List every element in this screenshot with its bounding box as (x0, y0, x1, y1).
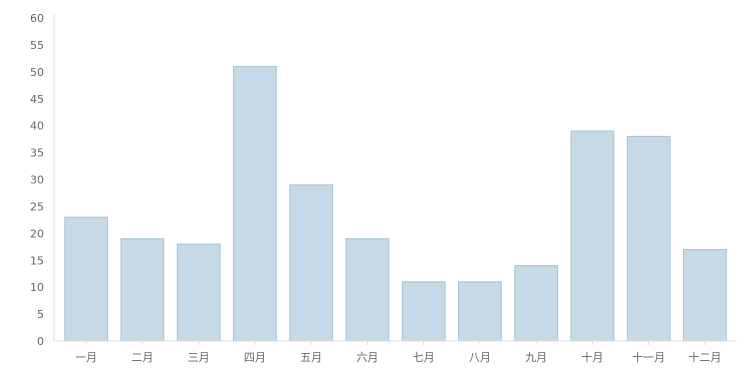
bar (289, 184, 334, 342)
y-tick-label: 40 (30, 120, 44, 133)
x-tick-label: 六月 (356, 351, 378, 364)
y-tick-label: 35 (30, 147, 44, 160)
x-tick-label: 三月 (188, 351, 210, 364)
x-tick-label: 二月 (131, 351, 153, 364)
bar (176, 243, 221, 342)
x-tick-label: 九月 (525, 351, 547, 364)
x-axis: 一月 二月 三月 四月 五月 六月 七月 八月 九月 十月 十一月 十二月 (54, 340, 737, 364)
y-tick-label: 25 (30, 200, 44, 213)
y-tick-label: 0 (37, 335, 44, 348)
x-tick-label: 十一月 (632, 350, 665, 364)
x-tick-label: 五月 (300, 351, 322, 364)
x-tick-label: 十二月 (688, 350, 721, 364)
bar (401, 281, 446, 342)
y-tick-label: 45 (30, 93, 44, 106)
bar (233, 65, 277, 342)
y-tick-label: 5 (37, 308, 44, 321)
bar (64, 216, 109, 342)
x-tick-label: 十月 (581, 350, 603, 364)
x-tick-label: 四月 (244, 351, 266, 364)
y-tick-label: 30 (30, 174, 44, 187)
x-tick-label: 一月 (75, 351, 97, 364)
x-tick-label: 八月 (469, 351, 491, 364)
y-tick-label: 10 (30, 281, 44, 294)
bar (514, 265, 559, 342)
bar (458, 281, 502, 342)
bar (345, 238, 390, 342)
bar (570, 130, 615, 342)
bar (120, 238, 165, 342)
bar (626, 135, 671, 342)
y-tick-label: 55 (30, 39, 44, 52)
x-tick-label: 七月 (413, 351, 435, 364)
y-tick-label: 20 (30, 227, 44, 240)
y-tick-label: 15 (30, 254, 44, 267)
y-axis: 0 5 10 15 20 25 30 35 40 45 50 55 60 (30, 12, 55, 348)
y-tick-label: 60 (30, 12, 44, 25)
y-tick-label: 50 (30, 66, 44, 79)
bars (64, 65, 727, 342)
bar (683, 249, 727, 342)
